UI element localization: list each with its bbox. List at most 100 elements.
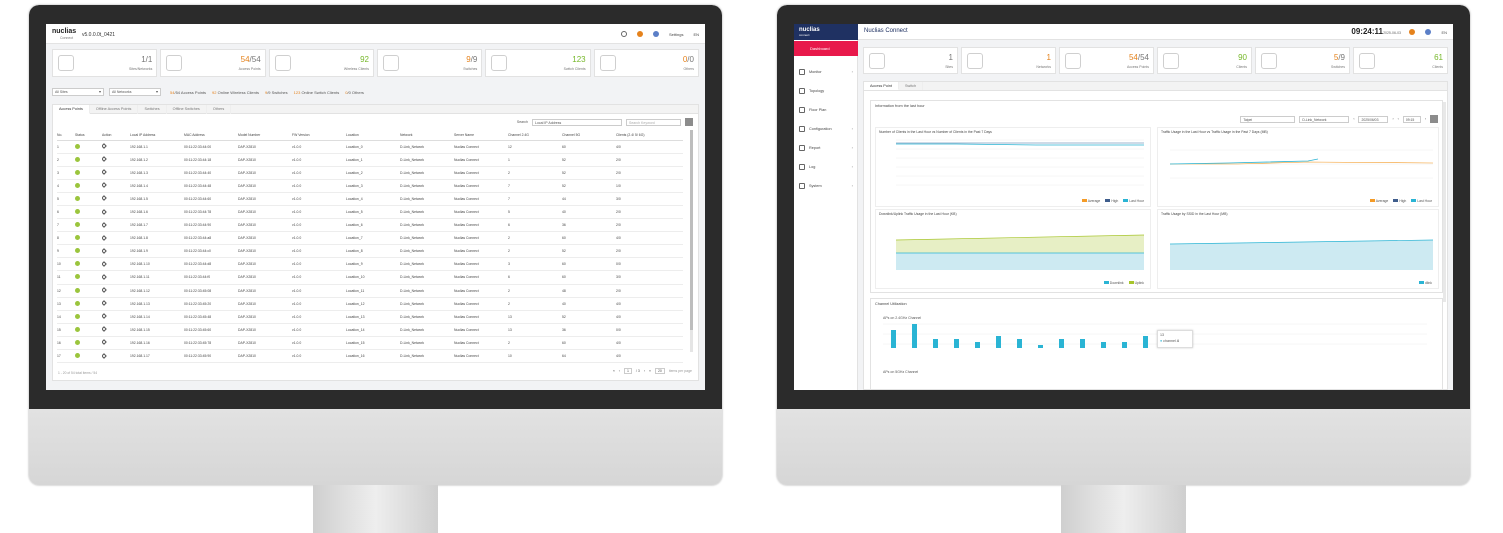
sidebar-item-system[interactable]: System › [794,176,858,195]
action-icon[interactable] [102,182,107,189]
table-row[interactable]: 2 192.168.1.2 00:11:22:33:44:18 DAP-X2810 v1… [57,153,683,167]
table-row[interactable]: 14 192.168.1.14 00:11:22:33:45:48 DAP-X2810… [57,310,683,324]
action-icon[interactable] [102,352,107,359]
page-input[interactable]: 1 [623,368,632,374]
search-field-select[interactable]: Local IP Address [532,118,622,126]
column-header[interactable]: Action [102,130,130,141]
action-icon[interactable] [102,221,107,228]
site-select[interactable]: All Sites [52,88,104,96]
table-row[interactable]: 9 192.168.1.9 00:11:22:33:44:c0 DAP-X2810 v1… [57,244,683,259]
search-input[interactable]: Search Keyword [626,118,681,126]
tab-others[interactable]: Others [207,105,232,114]
column-header[interactable]: Server Name [454,130,508,141]
column-header[interactable]: MAC Address [184,130,238,141]
sidebar-item-report[interactable]: Report › [794,138,858,157]
summary-card[interactable]: 1 Sites [863,47,958,74]
avatar[interactable] [1425,29,1432,35]
table-row[interactable]: 8 192.168.1.8 00:11:22:33:44:a8 DAP-X2810 v1… [57,231,683,246]
bell-icon[interactable] [1409,29,1416,35]
column-header[interactable]: FW Version [292,130,346,141]
column-header[interactable]: No. [57,130,75,141]
summary-card[interactable]: 9/9 Switches [376,49,483,77]
table-row[interactable]: 11 192.168.1.11 00:11:22:33:44:f0 DAP-X2810… [57,270,683,285]
sidebar-item-dashboard[interactable]: Dashboard [794,41,858,56]
page-size-select[interactable]: 20 [654,368,665,374]
column-header[interactable]: Channel 5G [562,130,616,141]
table-row[interactable]: 16 192.168.1.16 00:11:22:33:45:78 DAP-X2810… [57,336,683,351]
action-icon[interactable] [102,156,107,162]
tab-offline-switches[interactable]: Offline Switches [167,105,207,114]
network-select[interactable]: D-Link_Network [1299,115,1350,123]
export-button[interactable] [685,118,693,126]
next-page-button[interactable]: › [643,369,645,373]
summary-card[interactable]: 1/1 Sites/Networks [52,49,158,77]
action-icon[interactable] [102,234,107,241]
action-icon[interactable] [102,287,107,293]
table-row[interactable]: 7 192.168.1.7 00:11:22:33:44:90 DAP-X2810 v1… [57,218,683,233]
summary-card[interactable]: 123 Switch Clients [485,49,591,77]
first-page-button[interactable]: « [612,369,615,373]
next-time-button[interactable]: › [1424,117,1426,121]
action-icon[interactable] [102,339,107,346]
sidebar-item-configuration[interactable]: Configuration › [794,119,858,138]
network-select[interactable]: All Networks [109,88,161,96]
action-icon[interactable] [102,195,107,202]
timezone-select[interactable]: Taipei [1240,115,1296,123]
column-header[interactable]: Channel 2.4G [508,130,562,141]
column-header[interactable]: Network [400,130,454,141]
summary-card[interactable]: 0/0 Others [593,49,699,77]
summary-card[interactable]: 1 Networks [961,47,1056,74]
tab-switch[interactable]: Switch [899,82,924,90]
time-picker[interactable]: 09:15 [1402,115,1421,123]
summary-card[interactable]: 54/54 Access Points [160,49,266,77]
prev-date-button[interactable]: ‹ [1353,117,1355,121]
main-scrollbar[interactable] [1443,102,1446,302]
tab-access-point[interactable]: Access Point [864,82,899,90]
summary-card[interactable]: 54/54 Access Points [1059,47,1154,74]
sidebar-item-log[interactable]: Log › [794,157,858,176]
summary-card[interactable]: 5/9 Switches [1255,47,1350,74]
column-header[interactable]: Local IP Address [130,130,184,141]
last-page-button[interactable]: » [648,369,651,373]
column-header[interactable]: Model Number [238,130,292,141]
table-row[interactable]: 12 192.168.1.12 00:11:22:33:45:08 DAP-X2810… [57,284,683,298]
sidebar-item-floor-plan[interactable]: Floor Plan [794,100,858,119]
table-row[interactable]: 15 192.168.1.15 00:11:22:33:45:60 DAP-X2810… [57,323,683,337]
table-row[interactable]: 3 192.168.1.3 00:11:22:33:44:40 DAP-X2810 v1… [57,166,683,180]
language-menu[interactable]: EN [693,31,699,37]
prev-time-button[interactable]: ‹ [1397,117,1399,121]
action-icon[interactable] [102,326,107,333]
action-icon[interactable] [102,261,107,267]
action-icon[interactable] [102,208,107,215]
language-menu[interactable]: EN [1441,29,1447,35]
action-icon[interactable] [102,274,107,280]
table-row[interactable]: 17 192.168.1.17 00:11:22:33:45:90 DAP-X2810… [57,349,683,364]
bell-icon[interactable] [636,31,643,37]
prev-page-button[interactable]: ‹ [618,369,620,373]
action-icon[interactable] [102,313,107,320]
tab-switches[interactable]: Switches [138,105,167,114]
table-row[interactable]: 6 192.168.1.6 00:11:22:33:44:78 DAP-X2810 v1… [57,205,683,220]
action-icon[interactable] [102,143,107,149]
export-button[interactable] [1430,115,1438,123]
table-row[interactable]: 13 192.168.1.13 00:11:22:33:45:20 DAP-X2810… [57,297,683,311]
action-icon[interactable] [102,300,107,307]
date-picker[interactable]: 2025/06/03 [1358,115,1389,123]
column-header[interactable]: Clients (2.4/ 5/ 6G) [616,130,683,141]
tab-access-points[interactable]: Access Points [53,105,90,114]
summary-card[interactable]: 61 Clients [1353,47,1448,74]
table-row[interactable]: 4 192.168.1.4 00:11:22:33:44:48 DAP-X2810 v1… [57,179,683,193]
table-scrollbar[interactable] [690,130,693,352]
sidebar-item-topology[interactable]: Topology [794,81,858,100]
action-icon[interactable] [102,247,107,254]
summary-card[interactable]: 92 Wireless Clients [268,49,374,77]
sidebar-item-monitor[interactable]: Monitor › [794,62,858,81]
action-icon[interactable] [102,169,107,176]
next-date-button[interactable]: › [1392,117,1394,121]
column-header[interactable]: Location [346,130,400,141]
refresh-icon[interactable] [620,31,627,37]
settings-menu[interactable]: Settings [668,31,684,37]
summary-card[interactable]: 90 Clients [1157,47,1252,74]
tab-offline-access-points[interactable]: Offline Access Points [90,105,139,114]
table-row[interactable]: 10 192.168.1.10 00:11:22:33:44:d8 DAP-X2810… [57,257,683,272]
